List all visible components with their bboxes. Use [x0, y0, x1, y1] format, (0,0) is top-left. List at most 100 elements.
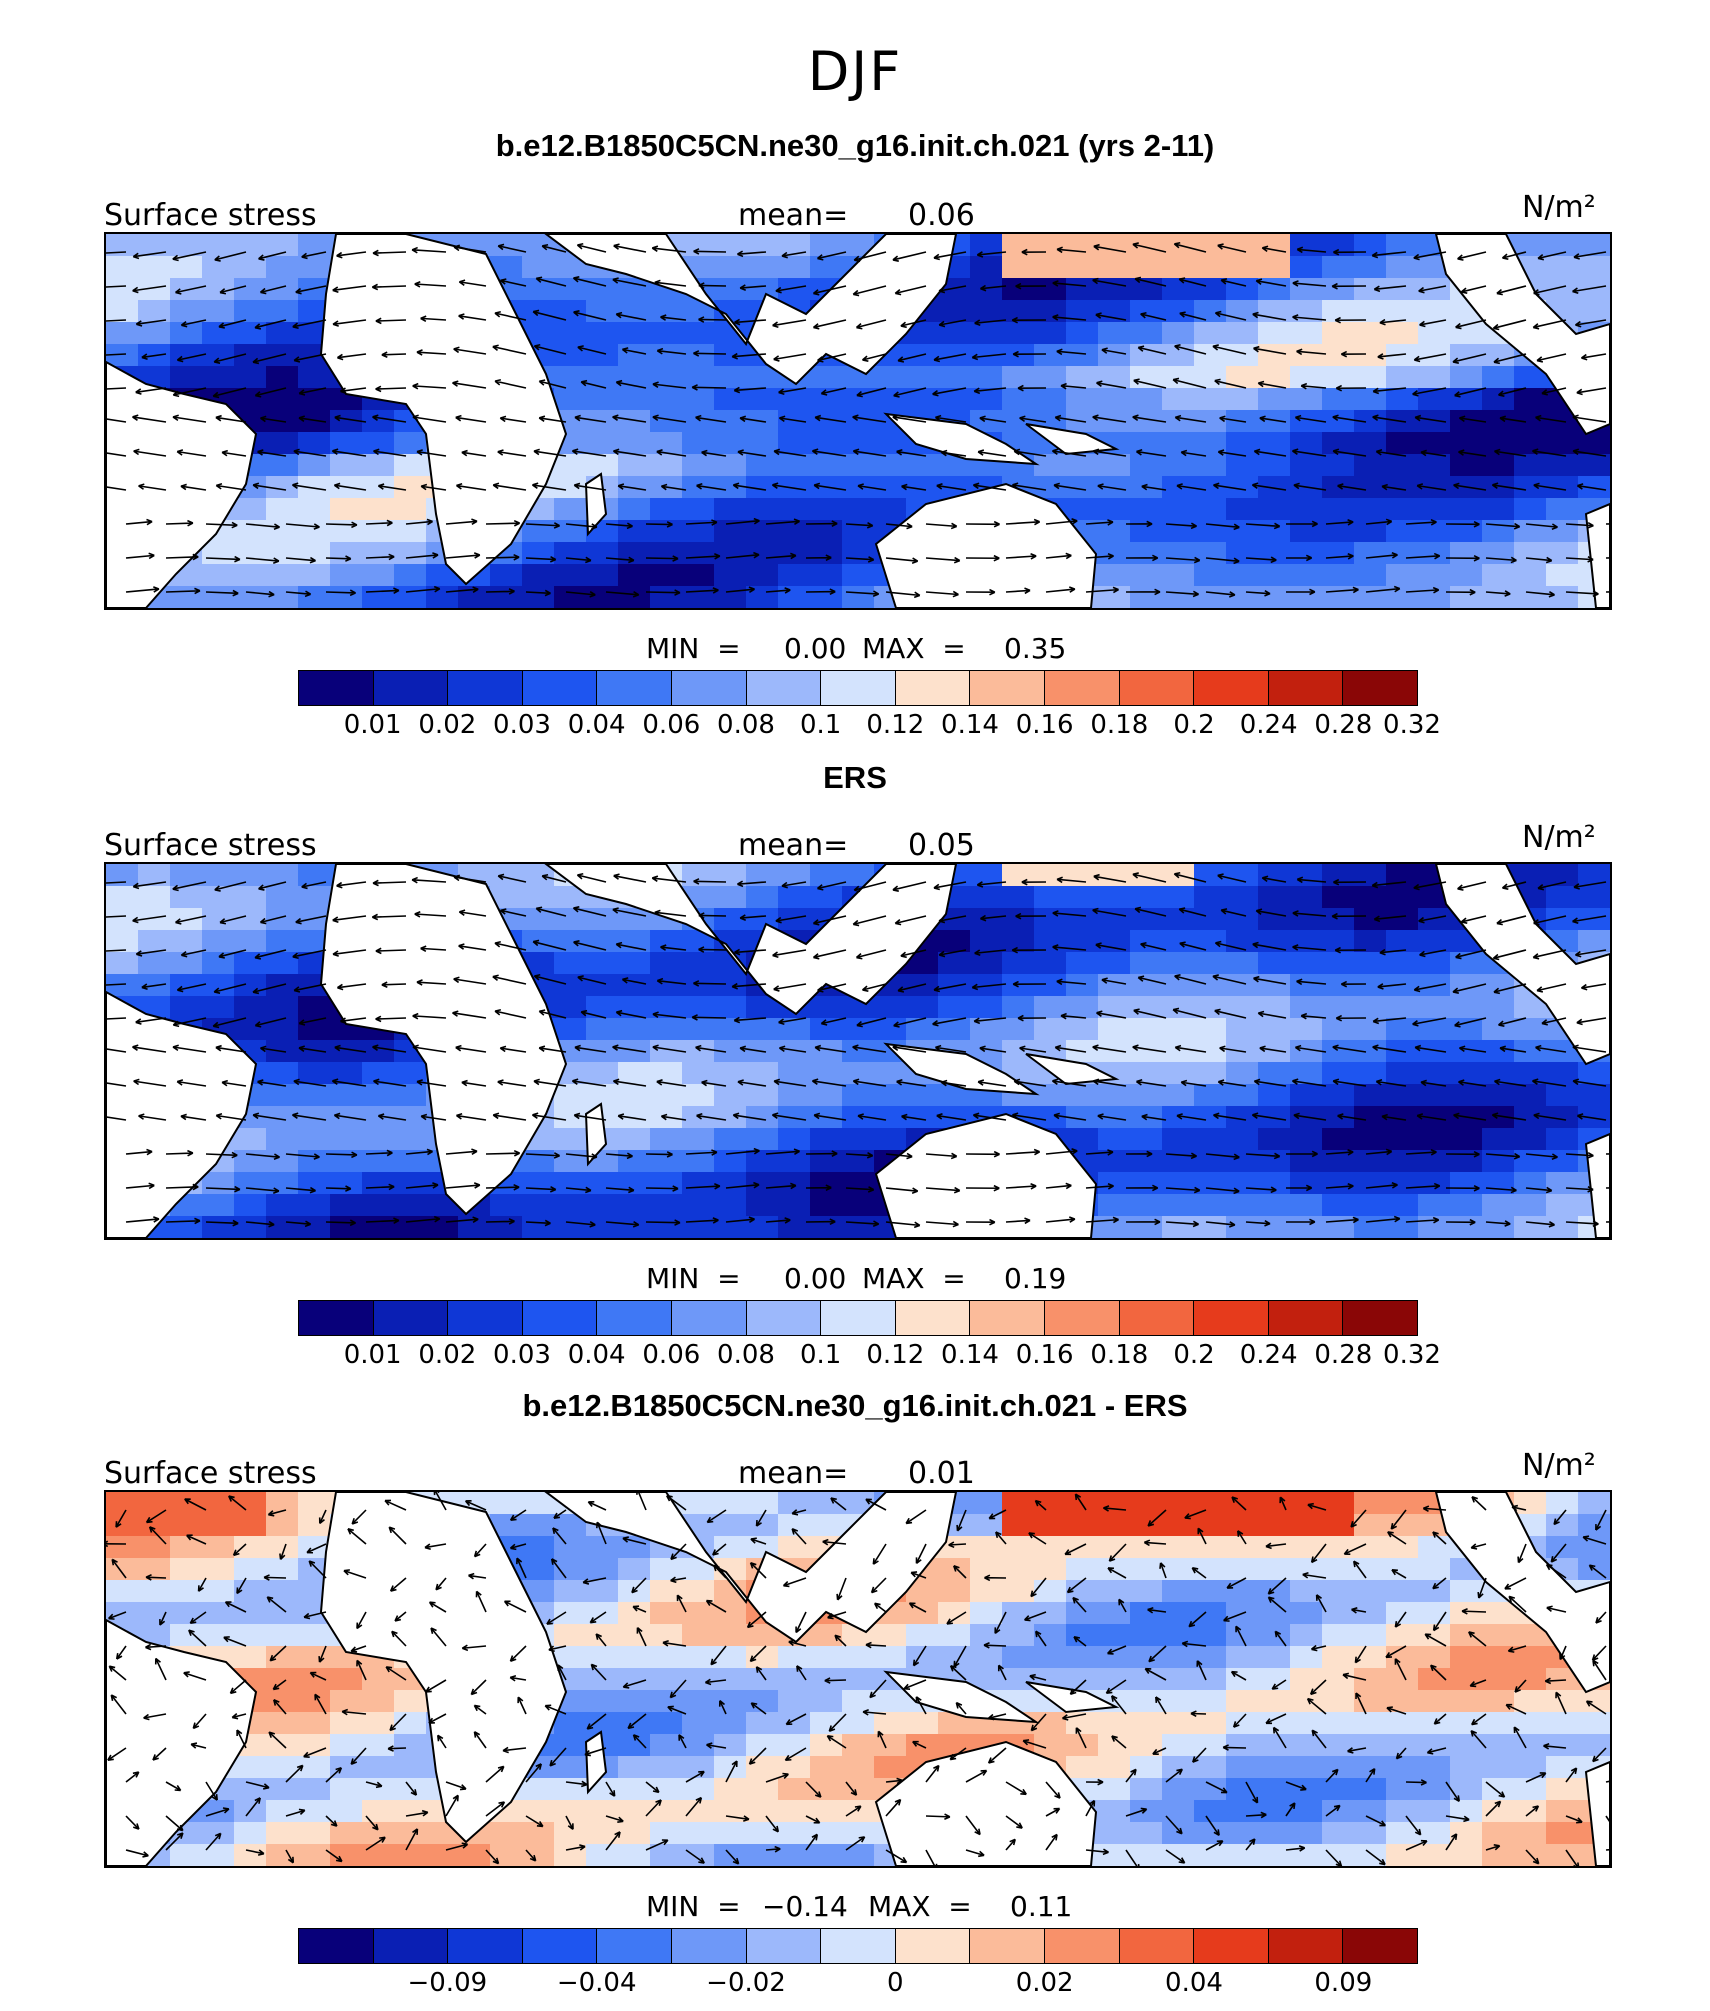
field-cell: [1514, 542, 1547, 565]
field-cell: [362, 1194, 395, 1217]
field-cell: [650, 1084, 683, 1107]
field-cell: [1258, 1150, 1291, 1173]
field-cell: [842, 432, 875, 455]
field-cell: [1034, 1084, 1067, 1107]
field-cell: [266, 1106, 299, 1129]
vector-arrow: [1188, 1611, 1207, 1628]
field-cell: [1290, 1800, 1323, 1823]
field-cell: [106, 1492, 139, 1515]
vector-arrow: [1140, 941, 1167, 951]
vector-arrow: [1291, 448, 1327, 457]
field-cell: [1258, 322, 1291, 345]
field-cell: [394, 1062, 427, 1085]
field-cell: [778, 1084, 811, 1107]
field-cell: [1418, 1646, 1451, 1669]
field-cell: [810, 1778, 843, 1801]
vector-arrow: [1307, 1502, 1327, 1511]
colorbar-swatch: [448, 671, 523, 705]
field-cell: [1066, 388, 1099, 411]
vector-arrow: [1412, 1017, 1447, 1027]
field-cell: [1290, 1646, 1323, 1669]
field-cell: [490, 586, 523, 608]
vector-arrow: [1325, 586, 1359, 594]
field-cell: [842, 1084, 875, 1107]
vector-arrow: [934, 414, 967, 423]
field-cell: [266, 388, 299, 411]
vector-arrow: [1418, 915, 1447, 924]
field-cell: [874, 1690, 907, 1713]
field-cell: [1162, 952, 1195, 975]
field-cell: [1130, 520, 1163, 543]
vector-arrow: [1017, 1014, 1047, 1022]
field-cell: [1098, 1668, 1131, 1691]
colorbar-swatch: [1119, 671, 1195, 705]
field-cell: [1290, 1062, 1323, 1085]
vector-arrow: [1125, 1184, 1159, 1192]
field-cell: [586, 1602, 619, 1625]
field-cell: [1354, 1668, 1387, 1691]
vector-arrow: [912, 1645, 927, 1667]
vector-arrow: [1525, 1153, 1558, 1160]
field-cell: [1226, 864, 1259, 887]
vector-arrow: [428, 1601, 447, 1613]
vector-arrow: [1045, 1216, 1076, 1223]
colorbar-swatch: [1343, 1301, 1417, 1335]
field-cell: [106, 322, 139, 345]
field-cell: [1482, 1624, 1515, 1647]
field-cell: [1034, 344, 1067, 367]
field-cell: [1162, 1040, 1195, 1063]
field-cell: [1354, 1800, 1387, 1823]
field-cell: [1002, 952, 1035, 975]
vector-arrow: [1379, 948, 1407, 956]
vector-arrow: [1507, 1645, 1527, 1653]
field-cell: [970, 996, 1003, 1019]
field-cell: [234, 1756, 267, 1779]
vector-arrow: [106, 1048, 127, 1053]
panel-2-units: N/m²: [1522, 820, 1596, 855]
vector-arrow: [458, 313, 487, 321]
colorbar-swatch: [970, 1929, 1045, 1963]
vector-arrow: [180, 949, 207, 958]
field-cell: [618, 520, 651, 543]
vector-arrow: [852, 448, 887, 457]
vector-arrow: [213, 983, 247, 994]
vector-arrow: [1085, 586, 1119, 594]
field-cell: [618, 476, 651, 499]
field-cell: [1162, 410, 1195, 433]
field-cell: [202, 300, 235, 323]
coastline: [1025, 1053, 1120, 1086]
panel-3-colorbar-ticks: −0.09 −0.04 −0.02 0 0.02 0.04 0.09: [298, 1968, 1418, 2000]
field-cell: [1450, 1822, 1483, 1845]
field-cell: [1546, 1128, 1579, 1151]
field-cell: [1322, 586, 1355, 608]
vector-arrow: [971, 983, 1007, 991]
vector-arrow: [565, 1844, 586, 1851]
field-cell: [1226, 1492, 1259, 1515]
vector-arrow: [420, 483, 447, 491]
vector-arrow: [332, 319, 367, 327]
field-cell: [778, 886, 811, 909]
vector-arrow: [645, 589, 681, 596]
field-cell: [714, 1822, 747, 1845]
vector-arrow: [805, 1781, 822, 1798]
field-cell: [234, 1778, 267, 1801]
field-cell: [1290, 498, 1323, 521]
vector-arrow: [1532, 949, 1567, 960]
vector-arrow: [1005, 1183, 1037, 1190]
vector-arrow: [870, 1577, 887, 1594]
land-masses: [106, 1492, 1610, 1866]
field-cell: [618, 1040, 651, 1063]
field-cell: [1130, 864, 1163, 887]
field-cell: [298, 586, 331, 608]
field-cell: [1194, 1106, 1227, 1129]
colorbar-swatch: [299, 671, 374, 705]
field-cell: [938, 1712, 971, 1735]
vector-arrow: [215, 414, 247, 423]
vector-arrow: [333, 1112, 367, 1121]
field-cell: [234, 996, 267, 1019]
field-cell: [1162, 366, 1195, 389]
vector-arrow: [725, 517, 760, 525]
field-cell: [650, 1194, 683, 1217]
field-cell: [330, 1150, 363, 1173]
vector-arrow: [372, 414, 407, 423]
